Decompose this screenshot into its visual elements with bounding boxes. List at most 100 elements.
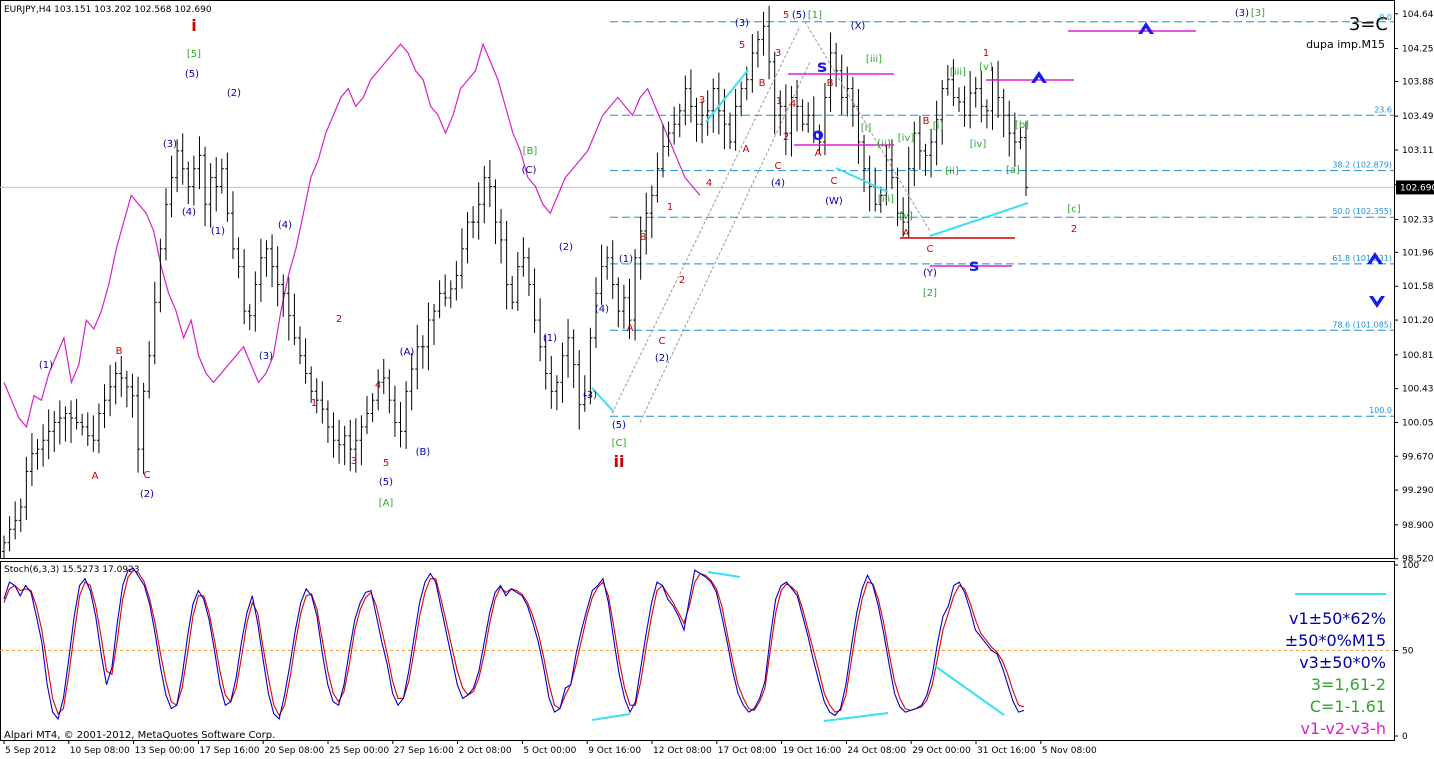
wave-label: [i] [861,123,872,134]
y-tick-label: 100.050 [1402,418,1434,428]
s-marker: s [817,57,827,77]
wave-label: A [815,148,822,159]
wave-label: 2 [679,275,685,286]
x-tick-label: 5 Sep 2012 [5,746,56,756]
fib-top-label: 0.0 [1379,13,1392,22]
wave-label: B [923,116,930,127]
top-right-title: 3=C [1349,14,1388,35]
y-tick-label: 104.640 [1402,10,1434,20]
x-tick-label: 17 Sep 16:00 [199,746,259,756]
wave-label: (5) [185,69,199,80]
x-tick-label: 5 Oct 00:00 [523,746,576,756]
wave-label: 1 [311,398,317,409]
wave-label: 4 [706,178,712,189]
y-tick-label: 99.290 [1402,486,1434,496]
channel-line [611,26,801,414]
wave-label: 2 [1071,224,1077,235]
fib-label: 100.0 [1369,406,1392,415]
y-tick-label: 104.250 [1402,45,1434,55]
y-tick-label: 100.810 [1402,351,1434,361]
y-tick-label: 99.670 [1402,452,1434,462]
wave-label: (1) [543,333,557,344]
legend-text: 3=1,61-2 [1311,675,1386,694]
wave-label: 1 [667,202,673,213]
y-tick-label: 98.520 [1402,555,1434,565]
wave-label: [iii] [866,54,882,65]
x-tick-label: 5 Nov 08:00 [1042,746,1097,756]
wave-label: [iii] [878,194,894,205]
x-tick-label: 27 Sep 16:00 [394,746,454,756]
y-tick-label: 102.330 [1402,215,1434,225]
wave-label: A [743,144,750,155]
wave-label: [ii] [945,166,958,177]
wave-label: [v] [899,211,913,222]
channel-line [639,61,811,423]
wave-label: 4 [790,99,796,110]
wave-label: C [775,161,782,172]
top-right-subtitle: dupa imp.M15 [1306,38,1385,51]
stoch-divergence-line [934,665,1005,716]
wave-label: [ii] [877,139,890,150]
x-tick-label: 29 Oct 00:00 [912,746,971,756]
fib-label: 78.6 (101.085) [1332,320,1392,329]
stoch-y-tick-label: 0 [1402,732,1408,742]
wave-label: [i] [933,121,944,132]
wave-label: (A) [400,347,415,358]
wave-label: 3 [775,48,781,59]
wave-label: A [92,471,99,482]
y-tick-label: 101.580 [1402,282,1434,292]
wave-label: C [831,176,838,187]
wave-label: 2 [783,132,789,143]
y-tick-label: 103.490 [1402,112,1434,122]
cyan-trendline [591,387,615,413]
wave-label: 5 [739,40,745,51]
stoch-divergence-line [823,712,889,722]
legend-text: v1-v2-v3-h [1300,719,1386,738]
wave-label: 1 [983,48,989,59]
channel-line [804,21,931,232]
wave-label: B [759,78,766,89]
x-tick-label: 2 Oct 08:00 [459,746,512,756]
wave-label: (2) [140,489,154,500]
wave-label: B [827,78,834,89]
stoch-divergence-line [707,571,741,578]
wave-label: (3) [259,351,273,362]
x-tick-label: 24 Oct 08:00 [847,746,906,756]
x-tick-label: 10 Sep 08:00 [70,746,130,756]
wave-label: (Y) [923,268,937,279]
wave-label: (3) [735,18,749,29]
wave-label: [iii] [950,67,966,78]
wave-label: (X) [851,21,866,32]
wave-label: B [640,232,647,243]
wave-label: [1] [808,10,822,21]
wave-label: [iv] [970,139,987,150]
wave-label: (C) [522,165,537,176]
x-tick-label: 19 Oct 16:00 [783,746,842,756]
caret-up-icon [1031,71,1047,83]
x-tick-label: 25 Sep 00:00 [329,746,389,756]
symbol-header: EURJPY,H4 103.151 103.202 102.568 102.69… [4,5,212,15]
o-marker: o [812,125,824,145]
x-tick-label: 9 Oct 16:00 [588,746,641,756]
wave-label: 1 [776,96,782,107]
wave-label: C [144,470,151,481]
wave-label: 5 [783,10,789,21]
wave-label: [C] [612,438,627,449]
y-tick-label: 103.110 [1402,146,1434,156]
wave-label: (2) [655,353,669,364]
wave-label: [iv] [898,133,915,144]
y-tick-label: 103.880 [1402,77,1434,87]
wave-label: 3 [351,456,357,467]
wave-label: (2) [559,242,573,253]
y-tick-label: 101.200 [1402,316,1434,326]
y-tick-label: 100.430 [1402,385,1434,395]
fib-label: 38.2 (102.879) [1332,161,1392,170]
legend-text: C=1-1.61 [1310,697,1386,716]
wave-label: (3) [163,139,177,150]
wave-label: 5 [383,458,389,469]
wave-label: [v] [979,62,993,73]
x-tick-label: 17 Oct 08:00 [718,746,777,756]
stoch-signal-line [3,569,1025,717]
wave-label: ii [614,452,625,471]
